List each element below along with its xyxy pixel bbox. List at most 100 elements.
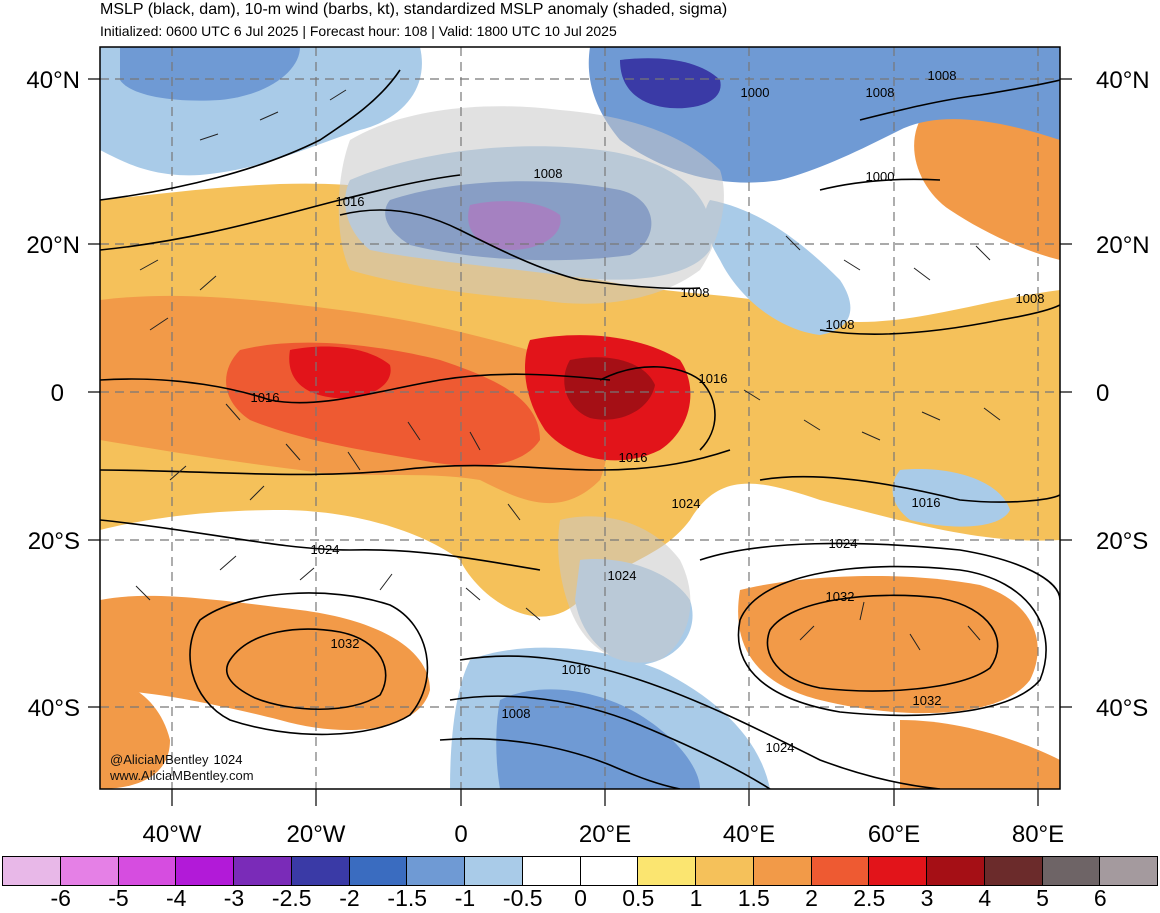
- lat-label-20n-left: 20°N: [26, 232, 80, 259]
- anomaly-neg-red-sea: [704, 200, 851, 335]
- isobar-label: 1024: [214, 752, 243, 767]
- lat-label-40s-right: 40°S: [1096, 695, 1148, 722]
- lat-label-0-right: 0: [1096, 380, 1109, 407]
- isobar-label: 1024: [608, 568, 637, 583]
- colorbar-label: 0.5: [622, 885, 655, 911]
- map-subtitle: Initialized: 0600 UTC 6 Jul 2025 | Forec…: [100, 23, 617, 39]
- isobar-label: 1016: [336, 194, 365, 209]
- anomaly-colorbar: [2, 856, 1158, 886]
- colorbar-swatch: [1099, 856, 1158, 886]
- credit-website: www.AliciaMBentley.com: [110, 768, 254, 783]
- lon-label-80e: 80°E: [1012, 821, 1064, 848]
- lat-label-40s-left: 40°S: [28, 695, 80, 722]
- colorbar-label: 3: [920, 885, 934, 911]
- map-title: MSLP (black, dam), 10-m wind (barbs, kt)…: [100, 1, 728, 18]
- wind-barbs: [135, 89, 1001, 651]
- colorbar-label: -3: [223, 885, 245, 911]
- isobar-label: 1016: [699, 371, 728, 386]
- lon-label-20e: 20°E: [579, 821, 631, 848]
- isobar-label: 1024: [766, 740, 795, 755]
- colorbar-label: 6: [1093, 885, 1107, 911]
- colorbar-label: 0: [574, 885, 587, 911]
- isobar-label: 1016: [912, 495, 941, 510]
- colorbar-label: -2.5: [271, 885, 312, 911]
- colorbar-swatch: [521, 856, 581, 886]
- colorbar-swatch: [2, 856, 61, 886]
- isobar-label: 1024: [829, 536, 858, 551]
- isobar-label: 1008: [928, 68, 957, 83]
- colorbar-swatch: [752, 856, 812, 886]
- lon-label-40w: 40°W: [143, 821, 202, 848]
- isobar-label: 1016: [619, 450, 648, 465]
- anomaly-pos-congo-core: [564, 357, 655, 420]
- land-mask-south-africa: [558, 516, 691, 663]
- isobar-label: 1032: [331, 636, 360, 651]
- colorbar-label: -6: [50, 885, 71, 911]
- lat-label-20n-right: 20°N: [1096, 232, 1150, 259]
- colorbar-label: 1: [689, 885, 703, 911]
- isobar-label: 1008: [826, 317, 855, 332]
- colorbar-label: -0.5: [502, 885, 543, 911]
- land-mask-north-africa: [338, 106, 724, 304]
- colorbar-swatch: [59, 856, 119, 886]
- colorbar-label: 5: [1036, 885, 1049, 911]
- anomaly-pos-south-indian: [738, 575, 1038, 714]
- colorbar-swatch: [983, 856, 1043, 886]
- lon-label-20w: 20°W: [287, 821, 346, 848]
- isobar-label: 1000: [866, 169, 895, 184]
- lon-label-40e: 40°E: [723, 821, 775, 848]
- credit-handle: @AliciaMBentley: [110, 752, 209, 767]
- isobar-label: 1000: [741, 85, 770, 100]
- colorbar-swatch: [637, 856, 696, 886]
- isobar-label: 1008: [866, 85, 895, 100]
- colorbar-swatch: [175, 856, 234, 886]
- isobar-label: 1008: [681, 285, 710, 300]
- lat-label-40n-left: 40°N: [26, 67, 80, 94]
- colorbar-label: 4: [978, 885, 992, 911]
- colorbar-swatch: [579, 856, 639, 886]
- isobar-label: 1008: [502, 706, 531, 721]
- isobar-label: 1024: [672, 496, 701, 511]
- colorbar-label: -1: [454, 885, 476, 911]
- colorbar-label: 2.5: [853, 885, 886, 911]
- isobar-label: 1008: [1016, 291, 1045, 306]
- colorbar-swatch: [464, 856, 523, 886]
- isobar-label: 1008: [534, 166, 563, 181]
- anomaly-pos-south-atlantic: [100, 595, 430, 730]
- lat-label-20s-left: 20°S: [28, 528, 80, 555]
- lon-label-60e: 60°E: [868, 821, 920, 848]
- colorbar-labels: -6 -5 -4 -3 -2.5 -2 -1.5 -1 -0.5 0 0.5 1 1.5 2 2.5 3 4 5 6: [0, 884, 1160, 913]
- colorbar-swatch: [1041, 856, 1101, 886]
- lat-label-40n-right: 40°N: [1096, 67, 1150, 94]
- isobar-label: 1032: [913, 693, 942, 708]
- colorbar-label: -5: [108, 885, 129, 911]
- isobar-label: 1032: [826, 589, 855, 604]
- isobar-lines: [100, 69, 1060, 789]
- lat-label-20s-right: 20°S: [1096, 528, 1148, 555]
- colorbar-swatch: [290, 856, 350, 886]
- anomaly-neg-southern-ocean-core: [496, 689, 700, 789]
- anomaly-pos-arabia: [914, 109, 1060, 260]
- isobar-label: 1016: [562, 662, 591, 677]
- colorbar-swatch: [695, 856, 754, 886]
- colorbar-label: -4: [166, 885, 187, 911]
- colorbar-swatch: [810, 856, 870, 886]
- colorbar-label: 1.5: [737, 885, 770, 911]
- colorbar-swatch: [868, 856, 927, 886]
- anomaly-neg-east-med-core: [620, 58, 721, 109]
- anomaly-pos-far-south-east: [900, 720, 1060, 789]
- colorbar-swatch: [348, 856, 408, 886]
- anomaly-pos-gulf-guinea-core: [289, 346, 391, 399]
- colorbar-swatch: [406, 856, 465, 886]
- anomaly-neg-north-atlantic-core: [120, 47, 300, 101]
- lat-label-0-left: 0: [51, 380, 64, 407]
- isobar-label: 1024: [311, 542, 340, 557]
- colorbar-label: -2: [339, 885, 360, 911]
- colorbar-swatch: [926, 856, 985, 886]
- isobar-label: 1016: [251, 390, 280, 405]
- colorbar-swatch: [117, 856, 177, 886]
- lon-label-0: 0: [454, 821, 467, 848]
- colorbar-swatch: [233, 856, 292, 886]
- colorbar-label: 2: [805, 885, 818, 911]
